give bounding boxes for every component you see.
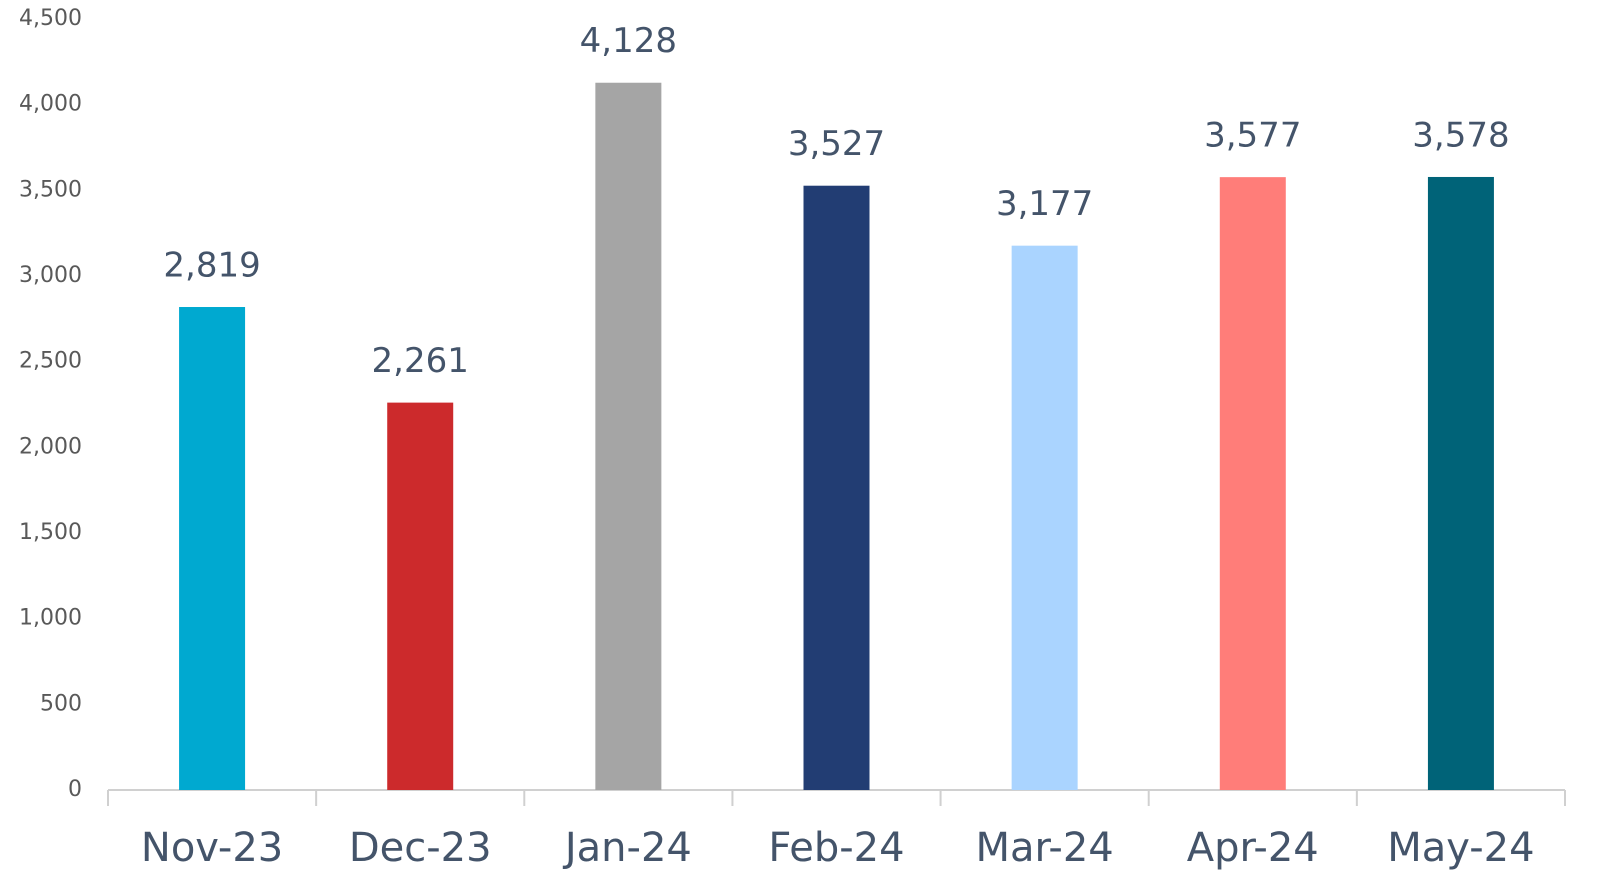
y-tick-label: 1,000 — [19, 606, 82, 631]
x-tick-label: Jan-24 — [562, 825, 692, 871]
data-label: 4,128 — [580, 21, 677, 61]
y-tick-label: 3,000 — [19, 263, 82, 288]
y-tick-label: 3,500 — [19, 177, 82, 202]
x-tick-label: Feb-24 — [768, 825, 904, 871]
y-tick-label: 2,500 — [19, 349, 82, 374]
bar — [1427, 176, 1494, 790]
bar — [803, 185, 870, 790]
x-tick-label: Mar-24 — [976, 825, 1114, 871]
x-tick-label: May-24 — [1387, 825, 1534, 871]
y-tick-label: 4,500 — [19, 6, 82, 31]
y-tick-label: 2,000 — [19, 434, 82, 459]
bar — [387, 402, 454, 790]
data-label: 3,527 — [788, 124, 885, 164]
x-tick-label: Apr-24 — [1187, 825, 1319, 871]
y-tick-label: 0 — [68, 777, 82, 802]
data-label: 3,578 — [1412, 115, 1509, 155]
bar — [1219, 177, 1286, 790]
data-label: 2,819 — [163, 246, 260, 286]
data-label: 2,261 — [372, 341, 469, 381]
bar — [1011, 245, 1078, 790]
bar — [179, 307, 246, 790]
data-label: 3,577 — [1204, 116, 1301, 156]
y-tick-label: 500 — [40, 691, 82, 716]
data-label: 3,177 — [996, 184, 1093, 224]
x-tick-label: Dec-23 — [349, 825, 492, 871]
x-tick-label: Nov-23 — [141, 825, 283, 871]
y-tick-label: 1,500 — [19, 520, 82, 545]
y-tick-label: 4,000 — [19, 92, 82, 117]
bar — [595, 82, 662, 790]
